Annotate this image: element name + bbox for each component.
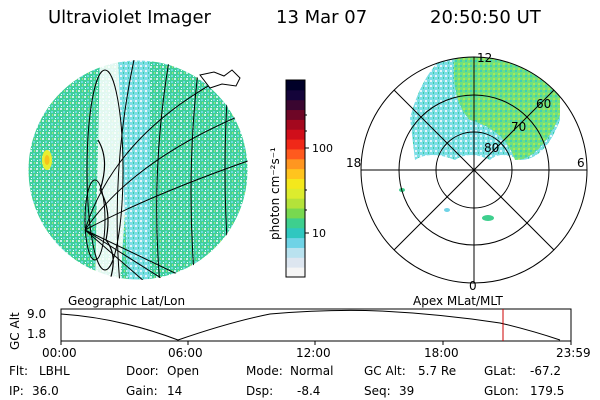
door-label: Door: <box>126 364 159 378</box>
colorbar-swatch <box>286 178 305 189</box>
altitude-curve <box>60 309 561 341</box>
colorbar-swatch <box>286 119 305 130</box>
mlat-label-60: 60 <box>536 97 551 111</box>
glat-value: -67.2 <box>530 364 562 378</box>
mlat-label-80: 80 <box>484 141 499 155</box>
colorbar-swatch <box>286 198 305 209</box>
colorbar-swatch <box>286 257 305 268</box>
orbit-x-ticks <box>60 341 572 345</box>
flt-label: Flt: <box>9 364 28 378</box>
colorbar-swatch <box>286 247 305 258</box>
colorbar-swatch <box>286 148 305 160</box>
orbit-ylabel: GC Alt <box>8 312 22 350</box>
dsp-label: Dsp: <box>246 384 274 398</box>
gain-label: Gain: <box>126 384 158 398</box>
colorbar-tick-100: 100 <box>312 142 333 155</box>
mode-label: Mode: <box>246 364 283 378</box>
orbit-ytick-max: 9.0 <box>27 307 47 321</box>
orbit-plot-frame <box>60 308 572 342</box>
imager-title: Ultraviolet Imager <box>48 7 211 28</box>
glon-label: GLon: <box>484 384 519 398</box>
dsp-value: -8.4 <box>297 384 321 398</box>
colorbar-unit-label: photon cm⁻²s⁻¹ <box>268 147 282 240</box>
magnetic-image <box>399 57 560 221</box>
colorbar-swatch <box>286 217 305 229</box>
colorbar-swatch <box>286 208 305 219</box>
colorbar-swatch <box>286 139 305 150</box>
mlat-label-70: 70 <box>511 120 526 134</box>
mlt-label-0: 0 <box>469 279 477 293</box>
seq-value: 39 <box>399 384 415 398</box>
colorbar-swatch <box>286 158 305 170</box>
colorbar-swatch <box>286 168 305 179</box>
gain-value: 14 <box>167 384 183 398</box>
door-value: Open <box>167 364 200 378</box>
orbit-ytick-min: 1.8 <box>27 327 47 341</box>
mlt-label-6: 6 <box>577 156 585 170</box>
image-time: 20:50:50 UT <box>430 7 541 28</box>
colorbar-swatch <box>286 99 305 111</box>
colorbar-swatch <box>286 237 305 248</box>
colorbar-swatch <box>286 227 305 239</box>
colorbar-tick-10: 10 <box>312 227 326 240</box>
geographic-image <box>28 60 248 280</box>
mlt-label-18: 18 <box>346 156 361 170</box>
ip-label: IP: <box>9 384 24 398</box>
right-panel-label: Apex MLat/MLT <box>413 294 503 308</box>
colorbar-swatch <box>286 188 305 199</box>
glon-value: 179.5 <box>530 384 565 398</box>
orbit-xtick-1200: 12:00 <box>296 346 331 360</box>
flt-value: LBHL <box>39 364 70 378</box>
orbit-xtick-2359: 23:59 <box>556 346 591 360</box>
magnetic-grid <box>360 56 588 284</box>
coastline-outline <box>199 69 241 89</box>
left-panel-label: Geographic Lat/Lon <box>68 294 186 308</box>
colorbar-frame <box>285 79 306 278</box>
mlt-label-12: 12 <box>477 51 492 65</box>
orbit-xtick-0600: 06:00 <box>168 346 203 360</box>
mode-value: Normal <box>290 364 334 378</box>
gcalt-value: 5.7 Re <box>418 364 457 378</box>
orbit-xtick-0000: 00:00 <box>42 346 77 360</box>
seq-label: Seq: <box>364 384 391 398</box>
orbit-xtick-1800: 18:00 <box>424 346 459 360</box>
image-date: 13 Mar 07 <box>276 7 368 28</box>
glat-label: GLat: <box>484 364 517 378</box>
colorbar-swatch <box>286 129 305 140</box>
gcalt-label: GC Alt: <box>364 364 406 378</box>
colorbar-ticks <box>305 114 309 234</box>
ip-value: 36.0 <box>32 384 59 398</box>
colorbar-swatch <box>286 80 305 91</box>
colorbar <box>285 79 306 278</box>
colorbar-swatch <box>286 89 305 101</box>
colorbar-swatch <box>286 267 305 278</box>
colorbar-swatch <box>286 109 305 120</box>
